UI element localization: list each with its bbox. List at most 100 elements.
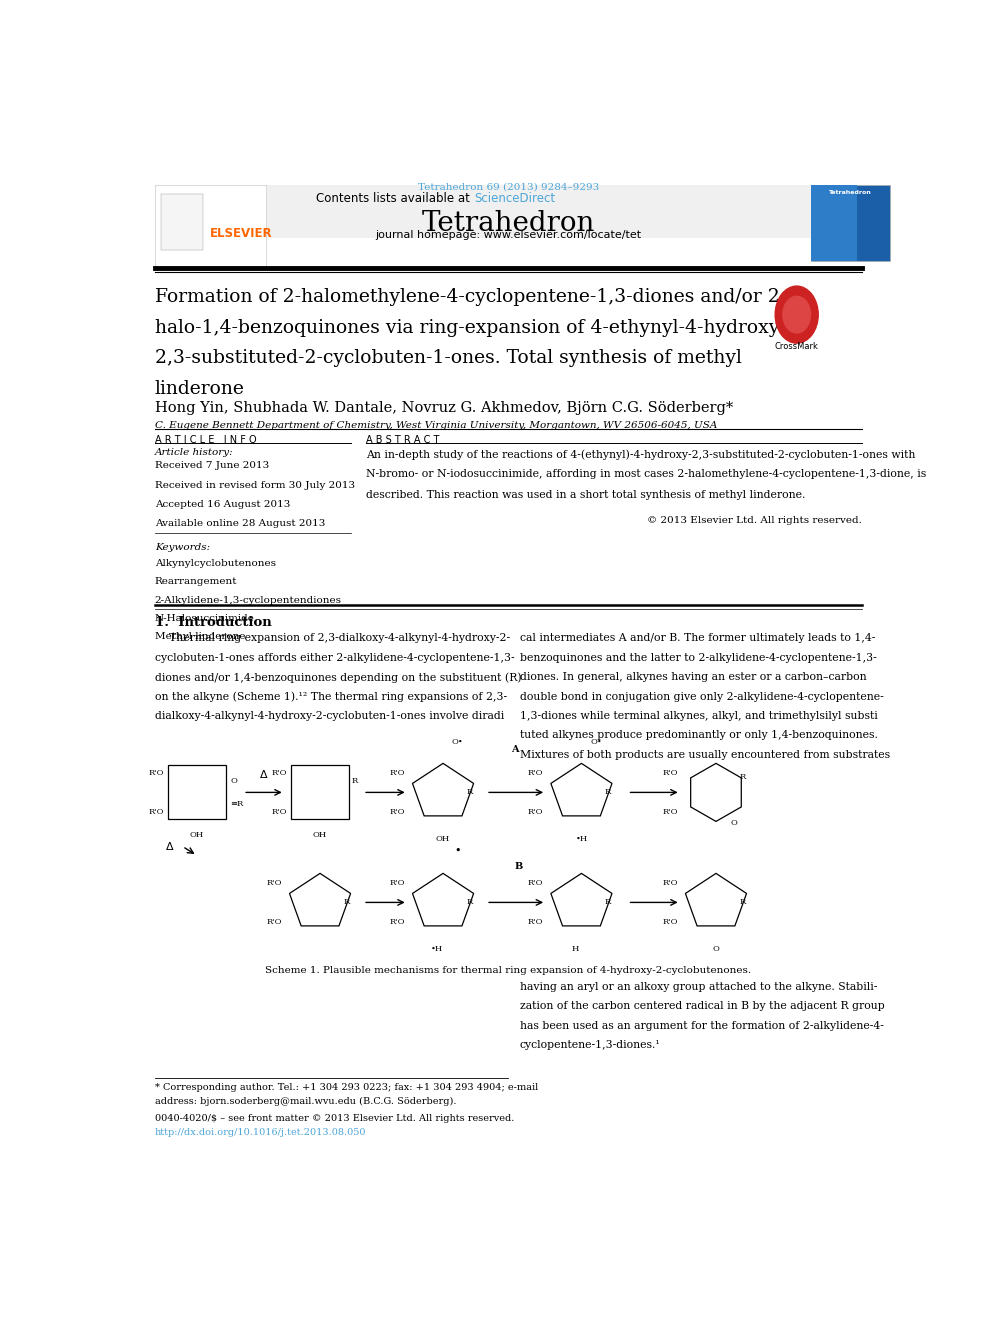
Text: R'O: R'O [267, 878, 282, 886]
Text: ELSEVIER: ELSEVIER [210, 226, 273, 239]
Text: O: O [230, 777, 237, 785]
Text: having an aryl or an alkoxy group attached to the alkyne. Stabili-: having an aryl or an alkoxy group attach… [520, 982, 877, 992]
Text: A B S T R A C T: A B S T R A C T [366, 435, 439, 445]
Text: cyclobuten-1-ones affords either 2-alkylidene-4-cyclopentene-1,3-: cyclobuten-1-ones affords either 2-alkyl… [155, 652, 515, 663]
Text: Tetrahedron: Tetrahedron [828, 191, 871, 196]
Text: ≡R: ≡R [230, 800, 243, 808]
Text: R: R [466, 898, 472, 906]
Text: © 2013 Elsevier Ltd. All rights reserved.: © 2013 Elsevier Ltd. All rights reserved… [647, 516, 862, 525]
FancyBboxPatch shape [155, 185, 812, 238]
Text: R'O: R'O [663, 769, 678, 777]
Text: 1.  Introduction: 1. Introduction [155, 617, 272, 630]
Text: described. This reaction was used in a short total synthesis of methyl linderone: described. This reaction was used in a s… [366, 490, 806, 500]
Text: address: bjorn.soderberg@mail.wvu.edu (B.C.G. Söderberg).: address: bjorn.soderberg@mail.wvu.edu (B… [155, 1097, 456, 1106]
Text: Alkynylcyclobutenones: Alkynylcyclobutenones [155, 560, 276, 568]
Text: Received in revised form 30 July 2013: Received in revised form 30 July 2013 [155, 480, 355, 490]
Text: on the alkyne (Scheme 1).¹² The thermal ring expansions of 2,3-: on the alkyne (Scheme 1).¹² The thermal … [155, 692, 507, 703]
Text: R'O: R'O [528, 918, 544, 926]
Text: R'O: R'O [272, 769, 287, 777]
Text: A R T I C L E   I N F O: A R T I C L E I N F O [155, 435, 256, 445]
Text: OH: OH [312, 831, 327, 839]
Text: Received 7 June 2013: Received 7 June 2013 [155, 462, 269, 470]
Text: http://dx.doi.org/10.1016/j.tet.2013.08.050: http://dx.doi.org/10.1016/j.tet.2013.08.… [155, 1127, 366, 1136]
Text: R'O: R'O [528, 878, 544, 886]
Text: R'O: R'O [390, 878, 405, 886]
Text: H: H [572, 945, 579, 953]
Text: Contents lists available at: Contents lists available at [316, 192, 474, 205]
Text: R: R [739, 773, 746, 781]
Text: B: B [514, 863, 523, 872]
Text: O: O [730, 819, 737, 827]
Text: R'O: R'O [390, 918, 405, 926]
Text: Tetrahedron: Tetrahedron [422, 209, 595, 237]
FancyBboxPatch shape [810, 185, 857, 261]
Text: Mixtures of both products are usually encountered from substrates: Mixtures of both products are usually en… [520, 750, 890, 759]
Text: * Corresponding author. Tel.: +1 304 293 0223; fax: +1 304 293 4904; e-mail: * Corresponding author. Tel.: +1 304 293… [155, 1082, 538, 1091]
Text: cal intermediates A and/or B. The former ultimately leads to 1,4-: cal intermediates A and/or B. The former… [520, 634, 875, 643]
Text: Methyl linderone: Methyl linderone [155, 632, 245, 642]
Text: •H: •H [575, 835, 587, 843]
Text: R'O: R'O [528, 808, 544, 816]
Text: R: R [351, 777, 358, 785]
Text: R'O: R'O [149, 808, 164, 816]
Text: Article history:: Article history: [155, 448, 233, 456]
Text: R'O: R'O [390, 808, 405, 816]
Text: O•: O• [590, 738, 602, 746]
Text: R: R [605, 789, 611, 796]
Text: R'O: R'O [663, 808, 678, 816]
Text: R'O: R'O [267, 918, 282, 926]
Text: R'O: R'O [390, 769, 405, 777]
Text: R'O: R'O [272, 808, 287, 816]
Text: Thermal ring expansion of 2,3-dialkoxy-4-alkynyl-4-hydroxy-2-: Thermal ring expansion of 2,3-dialkoxy-4… [155, 634, 510, 643]
Text: 2-Alkylidene-1,3-cyclopentendiones: 2-Alkylidene-1,3-cyclopentendiones [155, 595, 342, 605]
Text: benzoquinones and the latter to 2-alkylidene-4-cyclopentene-1,3-: benzoquinones and the latter to 2-alkyli… [520, 652, 877, 663]
Text: 0040-4020/$ – see front matter © 2013 Elsevier Ltd. All rights reserved.: 0040-4020/$ – see front matter © 2013 El… [155, 1114, 514, 1123]
Text: 1,3-diones while terminal alkynes, alkyl, and trimethylsilyl substi: 1,3-diones while terminal alkynes, alkyl… [520, 710, 878, 721]
Text: cyclopentene-1,3-diones.¹: cyclopentene-1,3-diones.¹ [520, 1040, 661, 1050]
Circle shape [775, 286, 818, 343]
Text: diones. In general, alkynes having an ester or a carbon–carbon: diones. In general, alkynes having an es… [520, 672, 867, 683]
FancyBboxPatch shape [155, 185, 266, 269]
Text: A: A [511, 745, 519, 754]
Text: Accepted 16 August 2013: Accepted 16 August 2013 [155, 500, 290, 509]
FancyBboxPatch shape [161, 194, 203, 250]
Text: R'O: R'O [528, 769, 544, 777]
Text: linderone: linderone [155, 380, 245, 398]
Text: Tetrahedron 69 (2013) 9284–9293: Tetrahedron 69 (2013) 9284–9293 [418, 183, 599, 192]
Text: dialkoxy-4-alkynyl-4-hydroxy-2-cyclobuten-1-ones involve diradi: dialkoxy-4-alkynyl-4-hydroxy-2-cyclobute… [155, 710, 504, 721]
Circle shape [783, 296, 810, 333]
Text: double bond in conjugation give only 2-alkylidene-4-cyclopentene-: double bond in conjugation give only 2-a… [520, 692, 884, 701]
Text: O•: O• [451, 738, 463, 746]
Text: Formation of 2-halomethylene-4-cyclopentene-1,3-diones and/or 2-: Formation of 2-halomethylene-4-cyclopent… [155, 288, 786, 306]
Text: ScienceDirect: ScienceDirect [474, 192, 556, 205]
Text: OH: OH [189, 831, 204, 839]
Text: CrossMark: CrossMark [775, 343, 818, 351]
Text: Δ: Δ [166, 843, 174, 852]
Text: R'O: R'O [663, 918, 678, 926]
FancyBboxPatch shape [155, 754, 862, 974]
Text: C. Eugene Bennett Department of Chemistry, West Virginia University, Morgantown,: C. Eugene Bennett Department of Chemistr… [155, 421, 717, 430]
FancyBboxPatch shape [810, 185, 890, 261]
Text: Scheme 1. Plausible mechanisms for thermal ring expansion of 4-hydroxy-2-cyclobu: Scheme 1. Plausible mechanisms for therm… [265, 966, 752, 975]
Text: R: R [605, 898, 611, 906]
Text: Rearrangement: Rearrangement [155, 577, 237, 586]
Text: •: • [454, 845, 461, 856]
Text: halo-1,4-benzoquinones via ring-expansion of 4-ethynyl-4-hydroxy-: halo-1,4-benzoquinones via ring-expansio… [155, 319, 786, 336]
Text: R: R [466, 789, 472, 796]
Text: N-bromo- or N-iodosuccinimide, affording in most cases 2-halomethylene-4-cyclope: N-bromo- or N-iodosuccinimide, affording… [366, 470, 927, 479]
Text: 2,3-substituted-2-cyclobuten-1-ones. Total synthesis of methyl: 2,3-substituted-2-cyclobuten-1-ones. Tot… [155, 349, 742, 368]
Text: journal homepage: www.elsevier.com/locate/tet: journal homepage: www.elsevier.com/locat… [375, 230, 642, 239]
Text: R'O: R'O [663, 878, 678, 886]
Text: tuted alkynes produce predominantly or only 1,4-benzoquinones.: tuted alkynes produce predominantly or o… [520, 730, 878, 741]
Text: R: R [739, 898, 746, 906]
Text: OH: OH [435, 835, 450, 843]
Text: R: R [343, 898, 349, 906]
Text: O: O [712, 945, 719, 953]
Text: Hong Yin, Shubhada W. Dantale, Novruz G. Akhmedov, Björn C.G. Söderberg*: Hong Yin, Shubhada W. Dantale, Novruz G.… [155, 401, 733, 415]
Text: R'O: R'O [149, 769, 164, 777]
Text: has been used as an argument for the formation of 2-alkylidene-4-: has been used as an argument for the for… [520, 1020, 884, 1031]
Text: Available online 28 August 2013: Available online 28 August 2013 [155, 520, 325, 528]
Text: zation of the carbon centered radical in B by the adjacent R group: zation of the carbon centered radical in… [520, 1002, 885, 1011]
Text: Keywords:: Keywords: [155, 542, 210, 552]
Text: N-Halosuccinimide: N-Halosuccinimide [155, 614, 255, 623]
